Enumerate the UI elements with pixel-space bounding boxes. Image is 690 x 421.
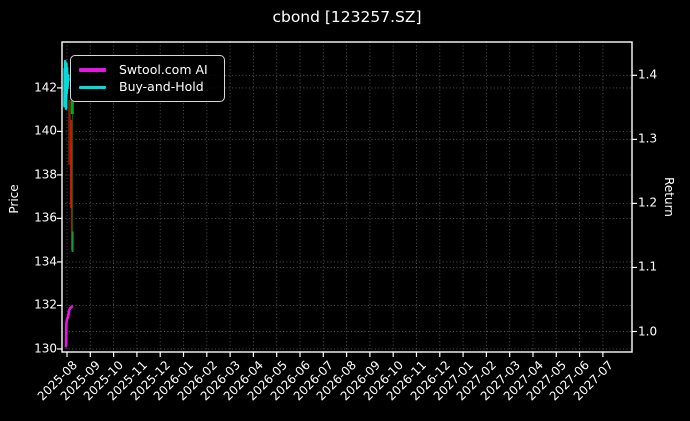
series-line — [64, 305, 74, 348]
legend: Swtool.com AI Buy-and-Hold — [70, 55, 225, 102]
legend-item: Buy-and-Hold — [79, 79, 216, 94]
series-line — [63, 59, 70, 110]
legend-item-label: Buy-and-Hold — [119, 79, 204, 94]
legend-swatch-buy-and-hold — [79, 85, 106, 89]
legend-item-label: Swtool.com AI — [119, 61, 208, 77]
chart-title: cbond [123257.SZ] — [272, 8, 422, 26]
legend-swatch-swtool-ai — [79, 68, 106, 72]
legend-item: Swtool.com AI — [79, 61, 216, 77]
